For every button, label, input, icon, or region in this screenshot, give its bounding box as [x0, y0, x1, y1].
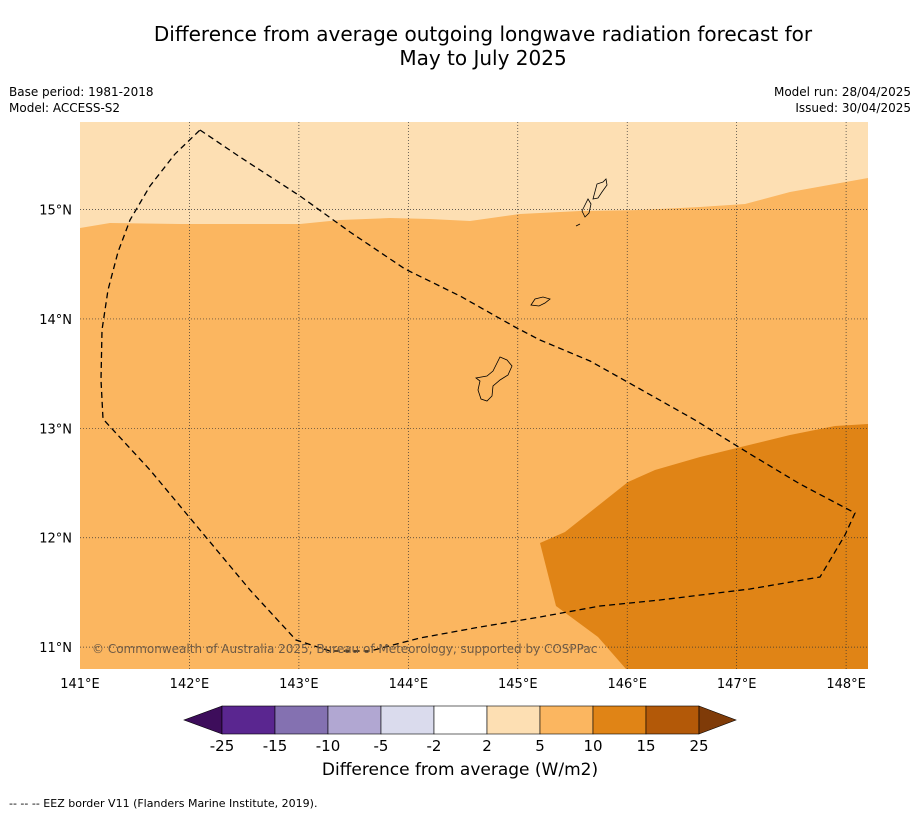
island-rota — [530, 296, 551, 307]
colorbar-segment — [645, 705, 700, 735]
land-outlines — [475, 178, 608, 402]
latitude-label: 14°N — [39, 313, 72, 328]
colorbar-tick-label: -25 — [210, 737, 235, 755]
island-saipan — [592, 178, 608, 200]
title-line-1: Difference from average outgoing longwav… — [153, 22, 813, 46]
colorbar-segment — [592, 705, 647, 735]
colorbar-tick-label: -2 — [427, 737, 442, 755]
longitude-label: 147°E — [717, 677, 757, 692]
longitude-label: 142°E — [170, 677, 210, 692]
latitude-labels: 15°N 14°N 13°N 12°N 11°N — [39, 204, 72, 657]
longitude-label: 145°E — [498, 677, 538, 692]
island-aguijan — [575, 223, 581, 227]
colorbar-segment — [274, 705, 329, 735]
colorbar-tick-label: -10 — [316, 737, 341, 755]
meta-right: Model run: 28/04/2025 Issued: 30/04/2025 — [774, 84, 911, 116]
model-name: Model: ACCESS-S2 — [9, 101, 121, 115]
eez-border — [100, 129, 856, 652]
map-area — [80, 122, 868, 669]
region-10-to-15 — [540, 424, 868, 669]
colorbar-segment — [221, 705, 276, 735]
longitude-label: 148°E — [826, 677, 866, 692]
longitude-label: 144°E — [389, 677, 429, 692]
meta-left: Base period: 1981-2018 Model: ACCESS-S2 — [9, 84, 154, 116]
latitude-label: 11°N — [39, 641, 72, 656]
colorbar — [183, 705, 737, 735]
colorbar-tick-labels: -25 -15 -10 -5 -2 2 5 10 15 25 — [210, 737, 709, 755]
colorbar-segment — [486, 705, 541, 735]
longitude-label: 141°E — [60, 677, 100, 692]
colorbar-tick-label: 10 — [583, 737, 602, 755]
latitude-label: 15°N — [39, 204, 72, 219]
title-line-2: May to July 2025 — [399, 46, 567, 70]
latitude-label: 13°N — [39, 422, 72, 437]
map-title: Difference from average outgoing longwav… — [0, 22, 919, 70]
colorbar-tick-label: -5 — [374, 737, 389, 755]
colorbar-segment — [327, 705, 382, 735]
colorbar-segment — [380, 705, 435, 735]
longitude-labels: 141°E 142°E 143°E 144°E 145°E 146°E 147°E 148°E — [60, 677, 866, 692]
colorbar-segment — [433, 705, 488, 735]
colorbar-tick-label: 5 — [535, 737, 545, 755]
colorbar-segment — [539, 705, 594, 735]
base-period: Base period: 1981-2018 — [9, 85, 154, 99]
eez-note: -- -- -- EEZ border V11 (Flanders Marine… — [9, 797, 318, 810]
longitude-label: 143°E — [279, 677, 319, 692]
longitude-label: 146°E — [607, 677, 647, 692]
colorbar-tick-label: 25 — [689, 737, 708, 755]
colorbar-tick-label: 2 — [482, 737, 492, 755]
issued-date: Issued: 30/04/2025 — [795, 101, 911, 115]
colorbar-title: Difference from average (W/m2) — [321, 760, 599, 780]
island-guam — [475, 356, 513, 402]
island-tinian — [581, 198, 592, 218]
copyright-text: © Commonwealth of Australia 2025, Bureau… — [92, 642, 597, 656]
colorbar-extend-low — [183, 705, 223, 735]
colorbar-extend-high — [698, 705, 737, 735]
colorbar-tick-label: 15 — [636, 737, 655, 755]
graticule — [80, 122, 868, 669]
latitude-label: 12°N — [39, 532, 72, 547]
model-run: Model run: 28/04/2025 — [773, 85, 911, 99]
colorbar-tick-label: -15 — [263, 737, 288, 755]
